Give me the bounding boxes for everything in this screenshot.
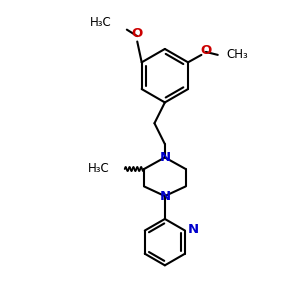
Text: N: N bbox=[188, 223, 199, 236]
Text: N: N bbox=[160, 151, 171, 164]
Text: H₃C: H₃C bbox=[90, 16, 112, 29]
Text: O: O bbox=[200, 44, 211, 57]
Text: N: N bbox=[160, 190, 171, 202]
Text: H₃C: H₃C bbox=[88, 162, 110, 175]
Text: O: O bbox=[132, 27, 143, 40]
Text: CH₃: CH₃ bbox=[227, 48, 248, 62]
